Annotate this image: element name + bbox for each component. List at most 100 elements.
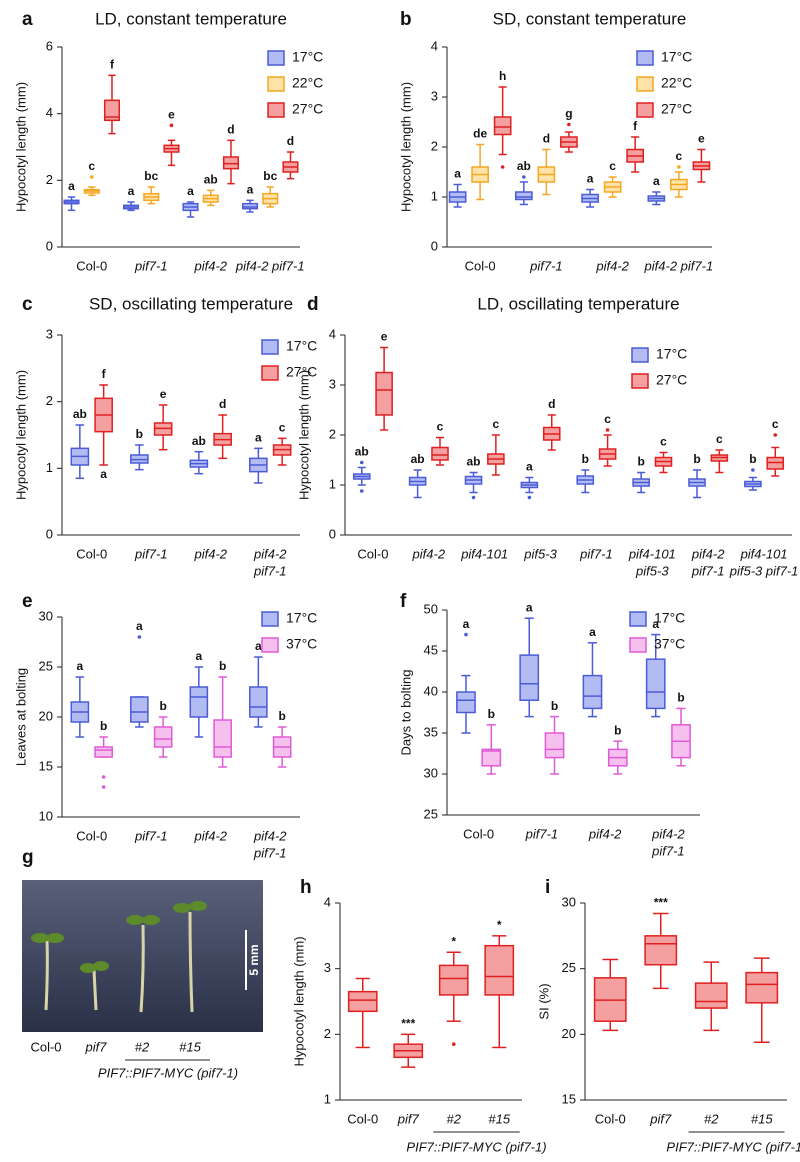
significance-label: c — [716, 432, 723, 446]
x-tick-label: pif5-3 — [523, 546, 557, 561]
significance-label: b — [677, 691, 684, 705]
significance-label: f — [110, 58, 115, 72]
legend-swatch — [267, 50, 285, 66]
significance-label: b — [551, 699, 558, 713]
significance-label: ab — [517, 159, 531, 173]
legend-swatch — [261, 365, 279, 381]
legend-label: 37°C — [654, 636, 685, 652]
legend-label: 22°C — [661, 75, 692, 91]
group-label: PIF7::PIF7-MYC (pif7-1) — [406, 1139, 546, 1154]
significance-label: b — [100, 719, 107, 733]
panel-label: g — [22, 847, 34, 868]
x-tick-label: pif5-3 — [635, 563, 669, 578]
y-tick-label: 35 — [424, 724, 438, 739]
significance-label: a — [255, 639, 262, 653]
scale-bar-label: 5 mm — [247, 944, 261, 975]
outlier — [773, 433, 778, 437]
significance-label: b — [159, 699, 166, 713]
y-tick-label: 15 — [562, 1091, 576, 1106]
y-tick-label: 20 — [39, 708, 53, 723]
significance-label: c — [609, 159, 616, 173]
legend-swatch — [261, 339, 279, 355]
legend-swatch — [629, 611, 647, 627]
significance-label: d — [543, 132, 550, 146]
significance-label: a — [77, 659, 84, 673]
significance-label: ab — [204, 173, 218, 187]
outlier — [471, 495, 476, 500]
significance-label: bc — [263, 169, 277, 183]
x-tick-label: Col-0 — [357, 546, 388, 561]
significance-label: c — [437, 420, 444, 434]
panel-label: d — [307, 294, 319, 315]
panel-title: SD, constant temperature — [493, 9, 687, 28]
x-tick-label: pif7-1 — [691, 563, 725, 578]
y-tick-label: 0 — [46, 238, 53, 253]
outlier — [605, 428, 610, 432]
outlier — [359, 460, 364, 465]
panel-title: SD, oscillating temperature — [89, 294, 293, 313]
box — [103, 99, 121, 122]
legend-label: 27°C — [286, 364, 317, 380]
y-tick-label: 1 — [46, 460, 53, 475]
box — [153, 726, 173, 748]
x-tick-label: #15 — [488, 1111, 510, 1126]
x-tick-label: Col-0 — [76, 828, 107, 843]
legend-swatch — [631, 347, 649, 363]
significance-label: b — [693, 452, 700, 466]
box — [431, 446, 449, 461]
box — [644, 935, 678, 966]
x-tick-label: #2 — [447, 1111, 462, 1126]
significance-label: c — [88, 159, 95, 173]
x-tick-label: pif7-1 — [579, 546, 613, 561]
y-tick-label: 25 — [39, 658, 53, 673]
image-label: Col-0 — [30, 1039, 61, 1054]
x-tick-label: pif4-101 — [628, 546, 676, 561]
legend-swatch — [267, 76, 285, 92]
x-tick-label: pif4-2 — [253, 828, 287, 843]
significance-label: c — [772, 417, 779, 431]
group-label: PIF7::PIF7-MYC (pif7-1) — [98, 1065, 238, 1080]
box — [375, 371, 393, 416]
significance-label: ab — [411, 452, 425, 466]
outlier — [751, 468, 755, 472]
outlier — [359, 489, 364, 493]
box — [189, 686, 209, 718]
significance-label: b — [749, 452, 756, 466]
y-tick-label: 3 — [46, 326, 53, 341]
y-tick-label: 30 — [39, 608, 53, 623]
significance-label: *** — [401, 1017, 415, 1031]
significance-label: a — [652, 617, 659, 631]
significance-label: e — [168, 108, 175, 122]
legend-label: 22°C — [292, 75, 323, 91]
box — [493, 116, 512, 136]
outlier — [101, 775, 106, 779]
y-tick-label: 45 — [424, 642, 438, 657]
significance-label: b — [219, 659, 226, 673]
y-axis-label: Hypocotyl length (mm) — [398, 82, 413, 212]
significance-label: b — [136, 427, 143, 441]
y-axis-label: Hypocotyl length (mm) — [13, 82, 28, 212]
panel-label: h — [300, 877, 312, 898]
y-axis-label: Leaves at bolting — [13, 668, 28, 766]
legend-label: 17°C — [286, 610, 317, 626]
significance-label: * — [451, 934, 456, 948]
legend-label: 37°C — [286, 636, 317, 652]
y-axis-label: Days to bolting — [398, 670, 413, 756]
y-axis-label: Hypocotyl length (mm) — [296, 370, 311, 500]
x-tick-label: pif7-1 — [253, 845, 287, 860]
panel-title: LD, oscillating temperature — [477, 294, 679, 313]
significance-label: b — [582, 452, 589, 466]
significance-label: a — [196, 649, 203, 663]
significance-label: d — [227, 123, 234, 137]
significance-label: de — [473, 127, 487, 141]
y-tick-label: 50 — [424, 601, 438, 616]
significance-label: b — [278, 709, 285, 723]
image-label: pif7 — [85, 1039, 108, 1054]
legend-label: 17°C — [292, 49, 323, 65]
panel-label: i — [545, 877, 550, 898]
x-tick-label: pif7 — [397, 1111, 420, 1126]
x-tick-label: pif4-2 pif7-1 — [644, 258, 714, 273]
outlier — [522, 175, 526, 179]
image-label: #15 — [179, 1039, 201, 1054]
x-tick-label: #2 — [704, 1111, 719, 1126]
